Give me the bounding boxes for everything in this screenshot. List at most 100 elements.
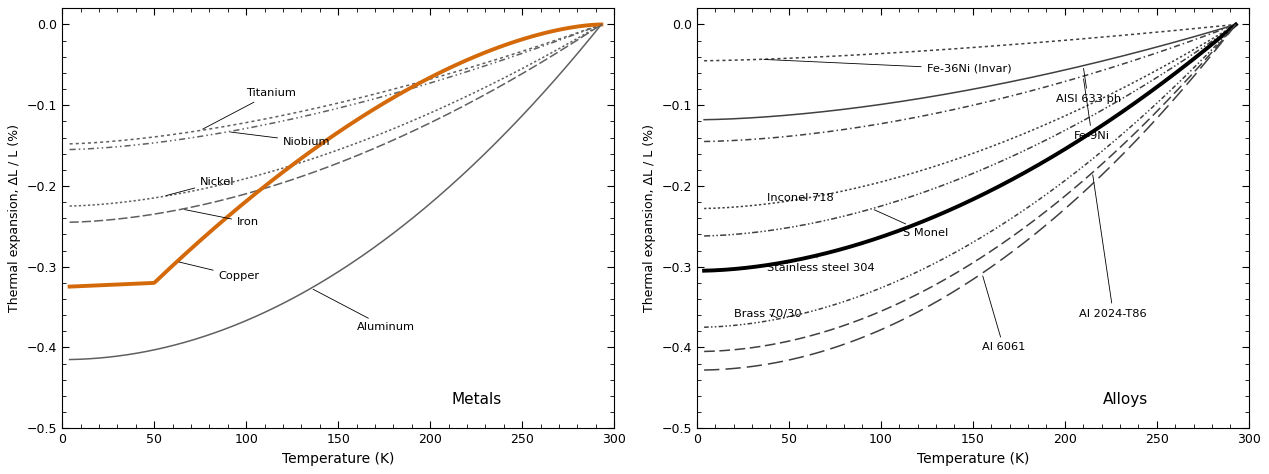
Brass 70/30 [952,247,967,253]
S Monel [697,233,712,239]
Line: Copper: Copper [70,25,602,287]
Fe-9Ni [952,105,967,111]
S Monel [952,176,967,182]
S Monel [1216,31,1231,36]
Titanium [594,22,609,27]
Text: Stainless steel 304: Stainless steel 304 [766,255,874,273]
Titanium [497,54,513,59]
Al 6061 [697,367,712,373]
Text: Brass 70/30: Brass 70/30 [733,309,801,319]
Iron [315,166,330,172]
Inconel 718 [949,156,964,162]
Stainless steel 304 [697,268,712,273]
Titanium [581,26,596,32]
Fe-9Ni [985,98,1000,104]
Stainless steel 304 [1228,22,1244,27]
Niobium [62,146,77,152]
AISI 633 ph [952,89,967,94]
Text: Fe-36Ni (Invar): Fe-36Ni (Invar) [764,59,1011,74]
Al 6061 [1013,243,1028,248]
Line: Iron: Iron [70,25,602,222]
Text: Al 2024-T86: Al 2024-T86 [1080,175,1147,319]
Text: Titanium: Titanium [203,88,296,129]
Al 6061 [985,264,1000,269]
Al 2024-T86 [952,268,967,273]
Aluminum [378,236,393,242]
Inconel 718 [985,144,1000,149]
Aluminum [315,279,330,284]
Line: Brass 70/30: Brass 70/30 [704,25,1236,327]
Nickel [317,152,332,157]
Text: AISI 633 ph: AISI 633 ph [1056,68,1121,104]
Fe-9Ni [1013,91,1028,96]
Stainless steel 304 [1132,97,1147,102]
S Monel [985,163,1000,168]
Al 2024-T86 [1132,126,1147,131]
Titanium [62,141,77,147]
Copper [594,22,609,27]
Fe-36Ni (Invar) [1132,31,1147,36]
Inconel 718 [952,155,967,161]
Stainless steel 304 [1013,172,1028,178]
Nickel [62,203,77,209]
AISI 633 ph [1013,77,1028,82]
S Monel [1228,22,1244,27]
Al 6061 [1228,22,1244,27]
Text: Alloys: Alloys [1103,392,1148,408]
Fe-36Ni (Invar) [952,46,967,51]
Text: Fe-9Ni: Fe-9Ni [1074,79,1110,141]
Line: Aluminum: Aluminum [70,25,602,360]
Aluminum [594,22,609,27]
Fe-36Ni (Invar) [1228,22,1244,27]
Brass 70/30 [1013,210,1028,215]
Inconel 718 [1228,22,1244,27]
Iron [378,140,393,146]
Niobium [317,109,332,114]
Niobium [581,27,596,32]
Iron [62,219,77,225]
Copper [350,117,365,122]
Titanium [317,103,332,109]
S Monel [949,177,964,183]
Inconel 718 [1132,76,1147,82]
Line: Titanium: Titanium [70,25,602,144]
Al 6061 [949,287,964,292]
Niobium [497,56,513,62]
Stainless steel 304 [949,204,964,210]
Text: Inconel 718: Inconel 718 [766,193,834,203]
Line: Niobium: Niobium [70,25,602,149]
Titanium [378,88,393,94]
Niobium [378,93,393,99]
AISI 633 ph [697,117,712,123]
Text: Nickel: Nickel [166,177,235,196]
AISI 633 ph [985,83,1000,89]
Brass 70/30 [985,228,1000,234]
Al 6061 [952,285,967,291]
Copper [378,99,393,105]
X-axis label: Temperature (K): Temperature (K) [916,452,1029,465]
Inconel 718 [697,206,712,211]
Al 6061 [1216,38,1231,44]
Line: Fe-9Ni: Fe-9Ni [704,25,1236,142]
Fe-36Ni (Invar) [985,43,1000,49]
Iron [350,153,365,158]
Titanium [315,104,330,109]
Text: Niobium: Niobium [231,132,330,146]
AISI 633 ph [1132,49,1147,55]
Line: S Monel: S Monel [704,25,1236,236]
Al 6061 [1132,134,1147,139]
Line: Al 6061: Al 6061 [704,25,1236,370]
Al 2024-T86 [1228,22,1244,27]
Niobium [315,109,330,115]
Brass 70/30 [1228,22,1244,27]
Line: Nickel: Nickel [70,25,602,206]
Al 2024-T86 [949,270,964,275]
Fe-9Ni [697,139,712,145]
Nickel [350,140,365,146]
Copper [62,284,77,290]
Inconel 718 [1013,132,1028,138]
Nickel [315,153,330,158]
Line: Al 2024-T86: Al 2024-T86 [704,25,1236,351]
Fe-9Ni [1228,22,1244,27]
Text: Al 6061: Al 6061 [982,276,1025,353]
